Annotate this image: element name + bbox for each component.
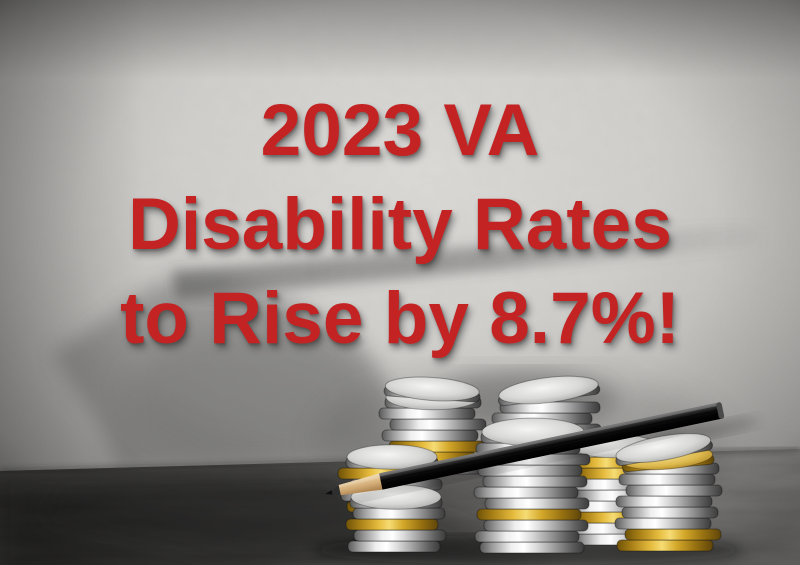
pencil-wood-cone — [338, 473, 384, 496]
headline-line-2: Disability Rates — [128, 184, 672, 265]
headline-line-1: 2023 VA — [260, 90, 540, 171]
headline: 2023 VA Disability Rates to Rise by 8.7%… — [0, 84, 800, 366]
pencil-end-cap — [716, 402, 725, 419]
headline-line-3: to Rise by 8.7%! — [120, 278, 680, 359]
pencil — [325, 402, 725, 503]
loose-coins — [383, 375, 715, 473]
